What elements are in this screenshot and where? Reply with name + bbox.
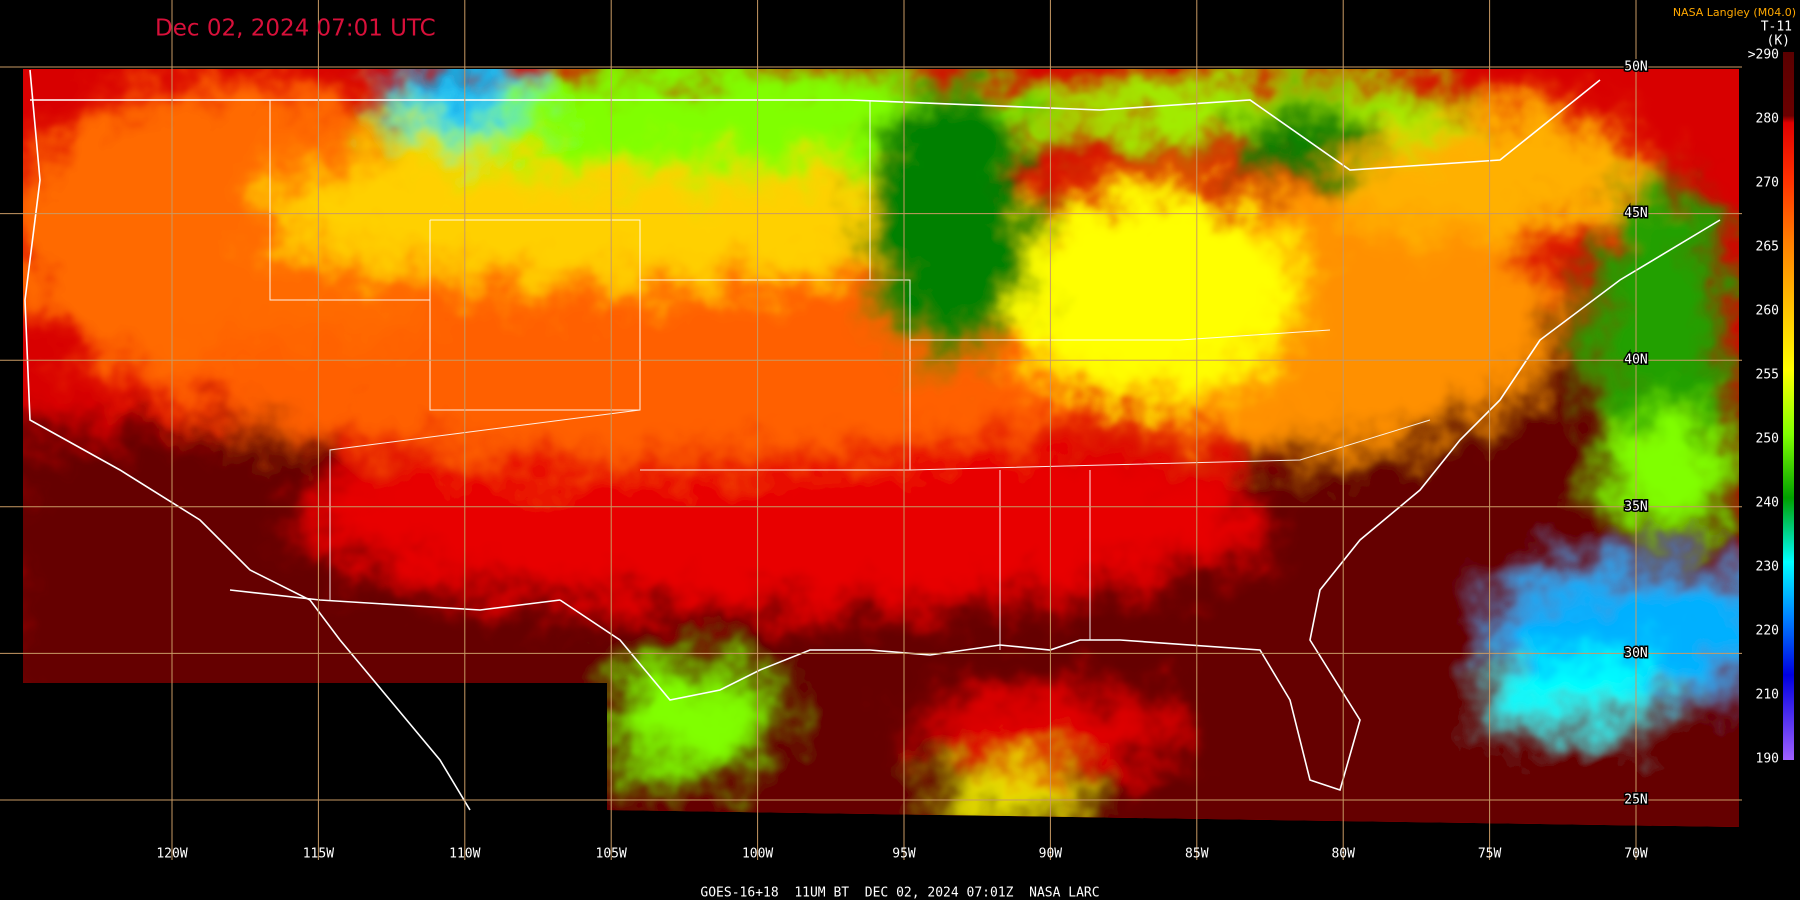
product-label: T-11 [1761,20,1792,35]
colorbar-label: 190 [1756,752,1779,767]
colorbar-label: 210 [1756,688,1779,703]
west-coast [24,69,471,811]
longitude-label: 70W [1624,847,1648,862]
northern-border [30,79,1601,171]
longitude-label: 110W [449,847,480,862]
colorbar-label: 255 [1756,368,1779,383]
longitude-label: 75W [1478,847,1502,862]
latitude-label: 30N [1624,646,1647,661]
credit: NASA Langley (M04.0) [1673,6,1796,19]
footer: GOES-16+18 11UM BT DEC 02, 2024 07:01Z N… [700,886,1099,900]
longitude-label: 120W [156,847,187,862]
boundaries [24,69,1721,811]
colorbar-label: 270 [1756,176,1779,191]
longitude-label: 105W [596,847,627,862]
mexico-border [229,589,561,611]
longitude-label: 85W [1185,847,1209,862]
colorbar-label: 280 [1756,112,1779,127]
latitude-label: 50N [1624,60,1647,75]
longitude-label: 95W [892,847,916,862]
colorbar [1783,52,1794,760]
latitude-label: 45N [1624,206,1647,221]
graticule: 120W 115W 110W 105W 100W 95W 90W 85W 80W 75W 70W 50… [0,0,1742,862]
longitude-label: 90W [1039,847,1063,862]
colorbar-label: 240 [1756,496,1779,511]
longitude-label: 100W [742,847,773,862]
colorbar-label: 265 [1756,240,1779,255]
colorbar-label: 220 [1756,624,1779,639]
colorbar-label: 250 [1756,432,1779,447]
colorbar-labels: >290 280 270 265 260 255 250 240 230 220 210 190 [1748,48,1779,767]
longitude-label: 115W [303,847,334,862]
latitude-label: 25N [1624,793,1647,808]
longitude-label: 80W [1331,847,1355,862]
gulf-atlantic-coast [559,219,1721,792]
footer-bar [0,884,1800,900]
latitude-label: 40N [1624,353,1647,368]
colorbar-label: 230 [1756,560,1779,575]
colorbar-label: >290 [1748,48,1779,63]
latitude-label: 35N [1624,499,1647,514]
timestamp: Dec 02, 2024 07:01 UTC [155,16,436,42]
colorbar-label: 260 [1756,304,1779,319]
unit-label: (K) [1767,34,1790,49]
